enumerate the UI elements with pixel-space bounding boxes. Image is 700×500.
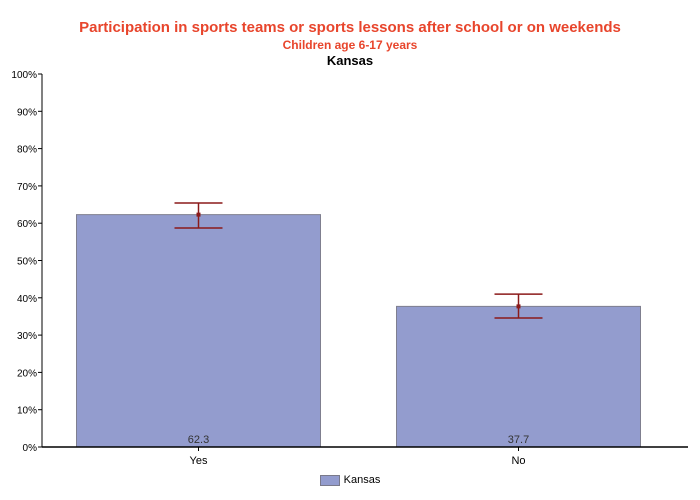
y-tick-label: 80%: [17, 145, 37, 156]
bar-yes: [76, 214, 321, 448]
y-tick-label: 30%: [17, 331, 37, 342]
error-point: [516, 304, 521, 309]
x-tick-label: No: [511, 455, 525, 467]
y-tick-label: 10%: [17, 406, 37, 417]
y-tick-label: 0%: [23, 443, 38, 454]
y-tick-label: 40%: [17, 294, 37, 305]
legend-swatch: [319, 474, 340, 486]
y-tick-label: 20%: [17, 368, 37, 379]
y-tick-label: 90%: [17, 107, 37, 118]
bar-value-label: 62.3: [188, 434, 209, 446]
chart-title: Participation in sports teams or sports …: [79, 19, 621, 36]
x-tick-label: Yes: [190, 455, 208, 467]
bar-value-label: 37.7: [508, 434, 529, 446]
y-tick-label: 70%: [17, 182, 37, 193]
chart-subtitle: Children age 6-17 years: [282, 38, 418, 52]
y-tick-label: 50%: [17, 257, 37, 268]
legend: Kansas: [0, 474, 700, 486]
bar-no: [396, 305, 641, 448]
y-tick-label: 60%: [17, 219, 37, 230]
legend-label: Kansas: [343, 474, 381, 486]
error-point: [196, 212, 201, 217]
y-tick-label: 100%: [11, 70, 37, 81]
chart-location-title: Kansas: [326, 53, 374, 68]
